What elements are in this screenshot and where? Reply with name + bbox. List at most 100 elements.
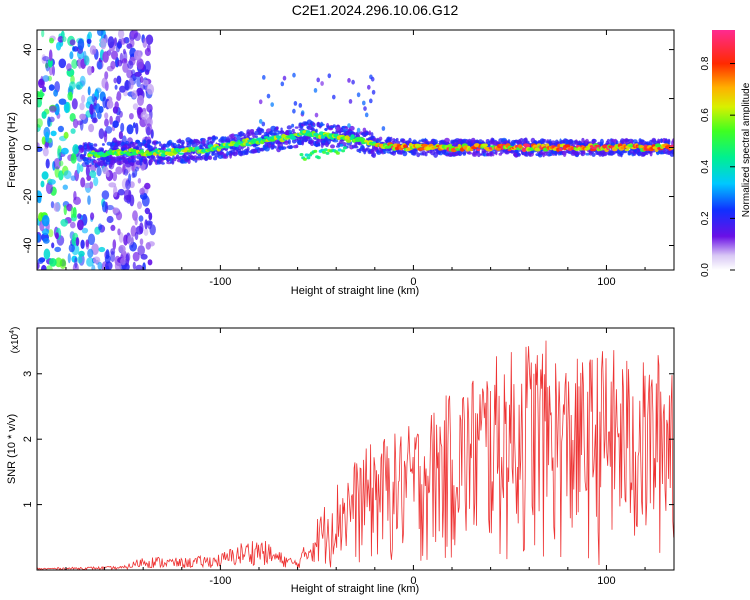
spectrogram-halo-cell: [187, 159, 191, 164]
spectrogram-noise-blob: [86, 38, 92, 44]
spectrogram-noise-blob: [87, 65, 93, 76]
colorbar-tick-label: 0.6: [700, 108, 711, 122]
spectrogram-halo-cell: [591, 152, 596, 157]
spectrogram-noise-blob: [42, 147, 49, 157]
spectrogram-panel: -100 0 100 -40 -20 0 20 40 Height of straight l…: [6, 29, 675, 297]
colorbar: 0.0 0.2 0.4 0.6 0.8 Normalized spectral ampl…: [700, 30, 750, 277]
spectrogram-noise-blob: [75, 237, 80, 247]
spectrogram-noise-blob: [139, 187, 145, 195]
spectrogram-noise-blob: [122, 48, 126, 55]
spectrogram-noise-blob: [87, 248, 94, 258]
spectrogram-noise-blob: [98, 128, 105, 140]
spectrogram-noise-blob: [63, 102, 70, 114]
spectrogram-noise-blob: [90, 212, 95, 220]
spectrogram-halo-cell: [139, 161, 143, 166]
spectrogram-noise-blob: [42, 238, 50, 244]
spectrogram-halo-cell: [660, 138, 663, 144]
spectrogram-halo-cell: [365, 147, 370, 151]
spectrogram-noise-blob: [117, 59, 123, 67]
spectrogram-noise-blob: [147, 259, 153, 266]
spectrogram-noise-blob: [140, 111, 148, 120]
spectrogram-noise-blob: [58, 98, 67, 105]
spectrogram-noise-blob: [101, 77, 108, 89]
spectrogram-halo-cell: [135, 139, 140, 144]
spectrogram-noise-blob: [63, 204, 67, 216]
spectrogram-noise-blob: [37, 91, 41, 98]
spectrogram-noise-blob: [47, 179, 56, 185]
spectrogram-noise-blob: [58, 160, 64, 167]
snr-x-label: Height of straight line (km): [291, 583, 419, 595]
snr-line: [37, 340, 674, 570]
spectrogram-scatter-dot: [316, 77, 321, 83]
spectrogram-noise-blob: [136, 58, 144, 70]
spectrogram-halo-cell: [471, 151, 478, 157]
spectrogram-halo-cell: [101, 143, 105, 146]
spectrogram-halo-cell: [400, 152, 403, 155]
spectrogram-noise-blob: [66, 63, 72, 72]
spectrogram-noise-blob: [106, 215, 114, 224]
spectrogram-halo-cell: [401, 138, 406, 144]
spectrogram-halo-cell: [544, 151, 548, 156]
spectrogram-ridge-cell: [558, 148, 563, 152]
spectrogram-branch-cell: [325, 151, 330, 155]
spectrogram-scatter-dot: [348, 99, 353, 104]
spectrogram-halo-cell: [208, 155, 213, 160]
spectrogram-y-tick-label: -40: [22, 238, 34, 254]
spectrogram-noise-blob: [67, 253, 71, 264]
spectrogram-halo-cell: [161, 162, 165, 165]
spectrogram-halo-cell: [147, 139, 151, 144]
spectrogram-x-label: Height of straight line (km): [291, 285, 419, 297]
spectrogram-noise-blob: [69, 39, 76, 46]
spectrogram-noise-blob: [94, 91, 98, 97]
spectrogram-halo-cell: [85, 164, 92, 167]
spectrogram-noise-blob: [49, 105, 57, 113]
spectrogram-noise-blob: [126, 124, 134, 135]
spectrogram-halo-cell: [231, 151, 236, 156]
spectrogram-halo-cell: [312, 122, 315, 126]
spectrogram-noise-blob: [123, 234, 128, 246]
spectrogram-noise-blob: [72, 118, 79, 129]
spectrogram-noise-blob: [54, 257, 63, 268]
spectrogram-halo-cell: [315, 128, 318, 133]
spectrogram-y-tick-label: 40: [22, 43, 34, 55]
spectrogram-noise-blob: [118, 131, 123, 140]
spectrogram-branch-cell: [302, 157, 307, 161]
spectrogram-noise-blob: [134, 71, 142, 77]
snr-panel: -100 0 100 1 2 3 Height of straight line (km)…: [6, 327, 675, 595]
spectrogram-noise-blob: [124, 80, 131, 91]
spectrogram-noise-blob: [51, 242, 55, 249]
spectrogram-ridge-cell: [523, 143, 531, 148]
spectrogram-noise-blob: [37, 142, 40, 148]
spectrogram-noise-blob: [134, 231, 139, 241]
spectrogram-halo-cell: [487, 143, 491, 147]
spectrogram-noise-blob: [110, 251, 115, 263]
spectrogram-noise-blob: [41, 111, 47, 119]
colorbar-tick-label: 0.4: [700, 159, 711, 173]
spectrogram-halo-cell: [349, 125, 355, 131]
spectrogram-x-tick-label: -100: [209, 276, 231, 288]
spectrogram-noise-blob: [53, 158, 61, 170]
colorbar-label: Normalized spectral amplitude: [741, 82, 750, 217]
spectrogram-branch-cell: [335, 151, 340, 155]
spectrogram-halo-cell: [261, 128, 265, 134]
spectrogram-halo-cell: [214, 136, 218, 140]
spectrogram-halo-cell: [386, 136, 392, 143]
spectrogram-halo-cell: [332, 124, 336, 127]
spectrogram-noise-blob: [55, 232, 59, 240]
spectrogram-noise-blob: [40, 180, 45, 188]
spectrogram-halo-cell: [287, 138, 291, 145]
spectrogram-halo-cell: [131, 142, 136, 146]
spectrogram-halo-cell: [582, 151, 586, 154]
spectrogram-ridge-cell: [194, 146, 200, 150]
spectrogram-ridge-cell: [482, 143, 488, 147]
spectrogram-halo-cell: [395, 137, 399, 142]
spectrogram-noise-blob: [57, 148, 61, 160]
spectrogram-noise-blob: [127, 235, 134, 246]
spectrogram-noise-blob: [72, 144, 80, 155]
spectrogram-noise-blob: [137, 95, 144, 106]
spectrogram-halo-cell: [424, 152, 428, 157]
spectrogram-axes: -100 0 100 -40 -20 0 20 40: [22, 30, 674, 288]
spectrogram-halo-cell: [649, 151, 653, 157]
spectrogram-ridge-cell: [350, 134, 355, 139]
spectrogram-ridge-cell: [556, 147, 560, 152]
